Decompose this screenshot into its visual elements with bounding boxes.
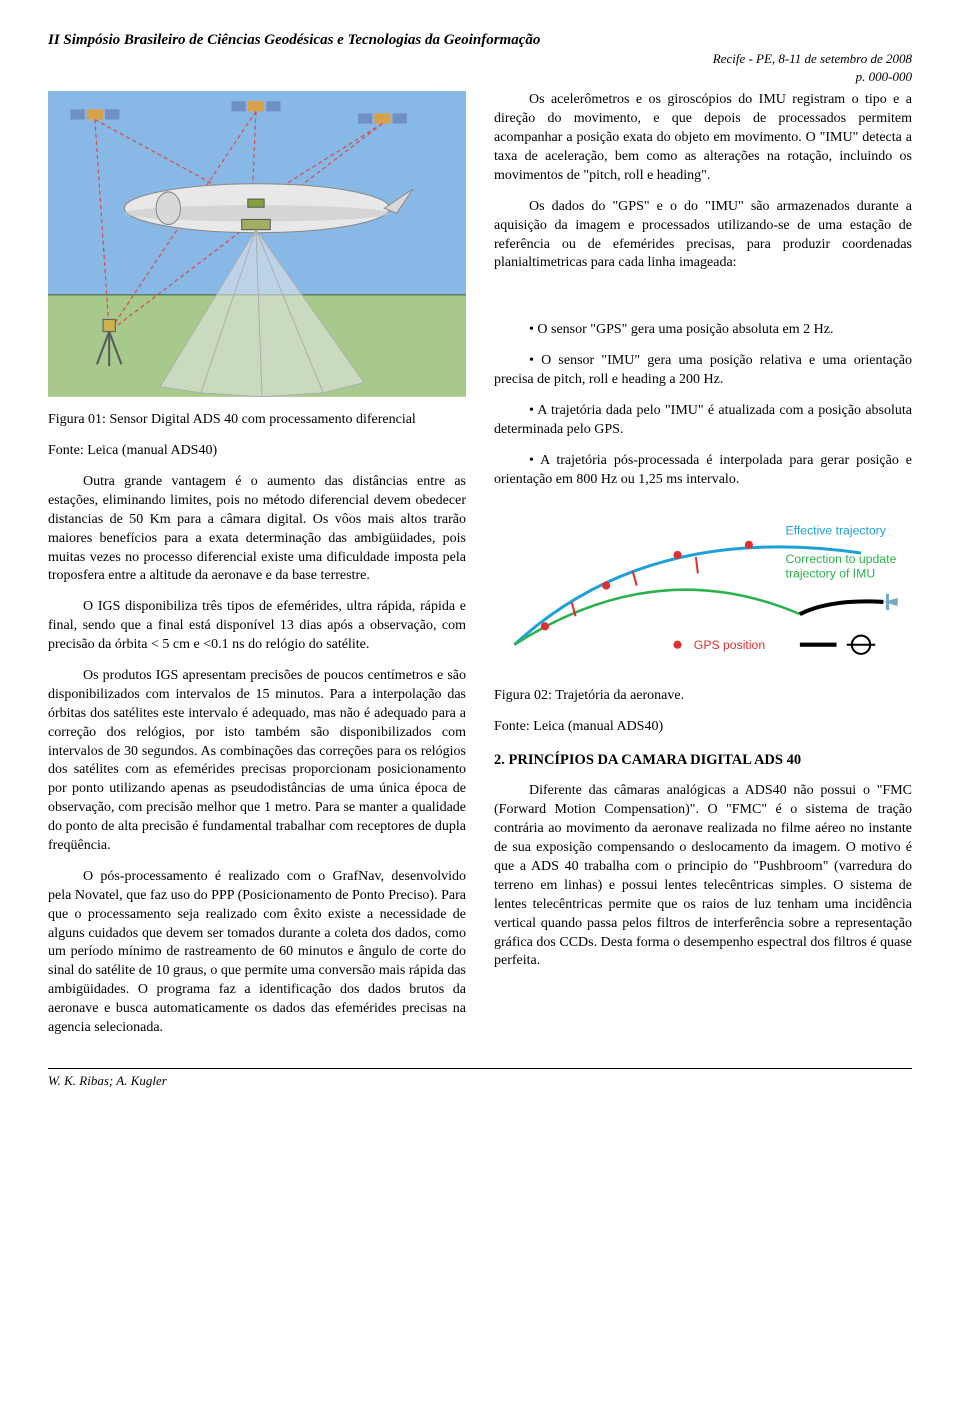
figure-2-caption: Figura 02: Trajetória da aeronave. — [494, 687, 912, 706]
left-column: Figura 01: Sensor Digital ADS 40 com pro… — [48, 91, 466, 1050]
label-gps: GPS position — [694, 637, 765, 651]
bullet-1: • O sensor "GPS" gera uma posição absolu… — [494, 321, 912, 340]
right-para-2: Os dados do "GPS" e o do "IMU" são armaz… — [494, 198, 912, 274]
page-header: II Simpósio Brasileiro de Ciências Geodé… — [48, 30, 912, 85]
left-para-1: Outra grande vantagem é o aumento das di… — [48, 473, 466, 586]
footer-authors: W. K. Ribas; A. Kugler — [48, 1072, 912, 1090]
figure-1 — [48, 91, 466, 397]
section-2-title: 2. PRINCÍPIOS DA CAMARA DIGITAL ADS 40 — [494, 751, 912, 771]
body-columns: Figura 01: Sensor Digital ADS 40 com pro… — [48, 91, 912, 1050]
figure-1-caption: Figura 01: Sensor Digital ADS 40 com pro… — [48, 411, 466, 430]
figure-2-svg: Effective trajectory Correction to updat… — [494, 502, 912, 686]
bullet-2: • O sensor "IMU" gera uma posição relati… — [494, 352, 912, 390]
label-correction-2: trajectory of IMU — [786, 566, 876, 580]
footer-rule — [48, 1068, 912, 1069]
left-para-3: Os produtos IGS apresentam precisões de … — [48, 667, 466, 856]
right-column: Os acelerômetros e os giroscópios do IMU… — [494, 91, 912, 1050]
figure-1-svg — [48, 91, 466, 397]
figure-2-source: Fonte: Leica (manual ADS40) — [494, 718, 912, 737]
header-right: Recife - PE, 8-11 de setembro de 2008 p.… — [48, 50, 912, 85]
label-effective: Effective trajectory — [786, 523, 887, 537]
conference-title: II Simpósio Brasileiro de Ciências Geodé… — [48, 30, 912, 50]
figure-1-source: Fonte: Leica (manual ADS40) — [48, 442, 466, 461]
bullet-4: • A trajetória pós-processada é interpol… — [494, 452, 912, 490]
figure-2: Effective trajectory Correction to updat… — [494, 502, 912, 686]
page-range: p. 000-000 — [48, 68, 912, 86]
right-para-3: Diferente das câmaras analógicas a ADS40… — [494, 782, 912, 971]
left-para-2: O IGS disponibiliza três tipos de efemér… — [48, 598, 466, 655]
bullet-3: • A trajetória dada pelo "IMU" é atualiz… — [494, 402, 912, 440]
right-para-1: Os acelerômetros e os giroscópios do IMU… — [494, 91, 912, 185]
column-gap — [494, 285, 912, 321]
label-correction-1: Correction to update — [786, 552, 897, 566]
left-para-4: O pós-processamento é realizado com o Gr… — [48, 868, 466, 1038]
place-date: Recife - PE, 8-11 de setembro de 2008 — [48, 50, 912, 68]
